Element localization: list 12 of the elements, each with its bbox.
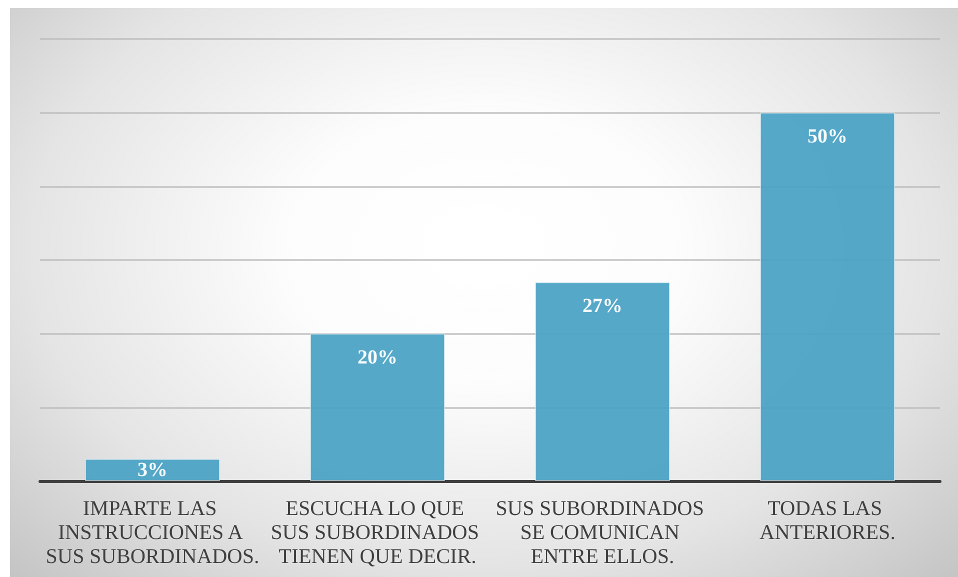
data-label: 3%	[138, 458, 168, 481]
data-label: 20%	[358, 346, 398, 369]
data-label: 27%	[582, 295, 622, 318]
bar	[85, 458, 220, 481]
bar	[760, 112, 895, 481]
x-tick-label: TODAS LAS ANTERIORES.	[760, 496, 896, 544]
x-tick-label: SUS SUBORDINADOS SE COMUNICAN ENTRE ELLOS.	[496, 496, 710, 568]
bar	[535, 282, 670, 481]
bar	[310, 334, 445, 481]
x-tick-label: ESCUCHA LO QUE SUS SUBORDINADOS TIENEN QUE DECIR.	[270, 496, 484, 568]
data-label: 50%	[808, 126, 848, 148]
x-tick-label: IMPARTE LAS INSTRUCCIONES A SUS SUBORDINADOS.	[46, 496, 260, 568]
